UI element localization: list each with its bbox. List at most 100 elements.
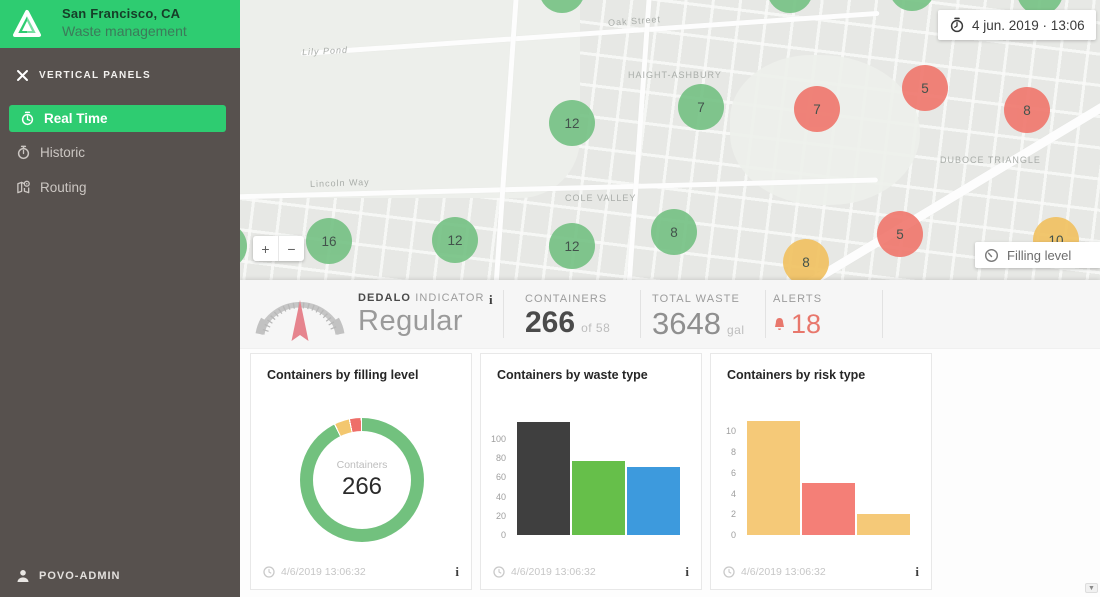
total-waste-label: TOTAL WASTE [652, 293, 740, 305]
card-filling-level: Containers by filling level Containers 2… [250, 353, 472, 590]
bar[interactable] [857, 514, 910, 535]
app-title: Waste management [62, 23, 187, 39]
filling-level-label: Filling level [1007, 247, 1072, 263]
card-risk-type: Containers by risk type 0 2 4 6 8 10 4/6/2019… [710, 353, 932, 590]
bar[interactable] [747, 421, 800, 535]
map-marker-cluster[interactable]: 12 [549, 100, 595, 146]
card-info-icon[interactable]: i [915, 564, 919, 579]
main-area: Lily Pond Oak Street HAIGHT-ASHBURY Lincoln… [240, 0, 1100, 597]
map-marker-cluster[interactable]: 8 [1004, 87, 1050, 133]
realtime-clock-icon [21, 111, 34, 126]
bar-chart[interactable] [747, 417, 913, 535]
map[interactable]: Lily Pond Oak Street HAIGHT-ASHBURY Lincoln… [240, 0, 1100, 280]
map-marker-cluster[interactable] [767, 0, 813, 13]
donut-center: Containers 266 [313, 431, 411, 529]
map-marker-cluster[interactable]: 7 [678, 84, 724, 130]
y-axis-tick: 0 [730, 530, 736, 540]
y-axis-tick: 20 [495, 511, 506, 521]
dedalo-logo-icon [13, 10, 41, 37]
divider [640, 290, 641, 338]
y-axis-tick: 4 [730, 489, 736, 499]
map-marker-cluster[interactable] [889, 0, 935, 11]
y-axis-tick: 0 [500, 530, 506, 540]
indicator-value: Regular [358, 305, 464, 337]
bar[interactable] [517, 422, 570, 535]
stat-containers: CONTAINERS 266 of 58 [525, 293, 610, 340]
gauge-icon [984, 248, 999, 262]
sidebar-item-label: Historic [40, 145, 86, 160]
map-marker-cluster[interactable]: 7 [794, 86, 840, 132]
current-datetime: 4 jun. 2019 · 13:06 [972, 17, 1085, 33]
y-axis-tick: 100 [490, 434, 506, 444]
bar-chart[interactable] [517, 417, 683, 535]
indicator-label: DEDALO INDICATOR [358, 292, 485, 304]
card-title: Containers by waste type [497, 368, 648, 382]
sidebar: San Francisco, CA Waste management VERTI… [0, 0, 240, 597]
sidebar-item-routing[interactable]: Routing [16, 180, 87, 195]
panel-title: VERTICAL PANELS [39, 70, 151, 81]
total-waste-unit: gal [726, 323, 745, 337]
containers-suffix: of 58 [581, 321, 611, 335]
clock-icon [723, 566, 735, 578]
bar[interactable] [572, 461, 625, 535]
divider [765, 290, 766, 338]
map-label: COLE VALLEY [565, 193, 637, 203]
historic-stopwatch-icon [17, 145, 30, 160]
map-marker-cluster[interactable]: 16 [306, 218, 352, 264]
scrollbar-down-button[interactable]: ▼ [1085, 583, 1098, 593]
card-title: Containers by filling level [267, 368, 419, 382]
zoom-in-button[interactable]: + [253, 236, 279, 261]
bell-icon [775, 318, 784, 330]
close-icon[interactable] [16, 69, 29, 82]
clock-icon [950, 17, 964, 33]
card-timestamp: 4/6/2019 13:06:32 [511, 566, 596, 578]
map-marker-cluster[interactable] [539, 0, 585, 13]
sidebar-item-real-time[interactable]: Real Time [9, 105, 226, 132]
card-info-icon[interactable]: i [685, 564, 689, 579]
card-info-icon[interactable]: i [455, 564, 459, 579]
y-axis-tick: 2 [730, 509, 736, 519]
divider [882, 290, 883, 338]
map-marker-cluster[interactable]: 8 [783, 239, 829, 280]
map-label: HAIGHT-ASHBURY [628, 70, 722, 80]
map-label: DUBOCE TRIANGLE [940, 155, 1041, 165]
map-label: Lincoln Way [309, 176, 370, 190]
card-timestamp: 4/6/2019 13:06:32 [281, 566, 366, 578]
user-name: POVO-ADMIN [39, 570, 121, 582]
alerts-label: ALERTS [773, 293, 823, 305]
sidebar-header: San Francisco, CA Waste management [0, 0, 240, 48]
sidebar-item-historic[interactable]: Historic [16, 145, 85, 160]
donut-center-value: 266 [341, 473, 383, 500]
donut-center-label: Containers [336, 459, 388, 471]
y-axis-tick: 60 [495, 472, 506, 482]
map-marker-cluster[interactable]: 5 [902, 65, 948, 111]
map-marker-cluster[interactable]: 8 [651, 209, 697, 255]
containers-label: CONTAINERS [525, 293, 608, 305]
y-axis-tick: 8 [730, 447, 736, 457]
stats-bar: DEDALO INDICATOR Regular i CONTAINERS 26… [240, 280, 1100, 349]
y-axis-tick: 10 [725, 426, 736, 436]
card-timestamp: 4/6/2019 13:06:32 [741, 566, 826, 578]
routing-map-icon [17, 180, 30, 194]
sidebar-item-label: Real Time [44, 111, 108, 126]
map-marker-cluster[interactable]: 5 [877, 211, 923, 257]
total-waste-value: 3648 [652, 306, 721, 341]
donut-chart[interactable]: Containers 266 [300, 418, 424, 542]
alerts-value: 18 [791, 309, 822, 339]
clock-icon [263, 566, 275, 578]
y-axis-tick: 6 [730, 468, 736, 478]
bar[interactable] [802, 483, 855, 535]
map-zoom-control: + − [253, 236, 304, 261]
bar[interactable] [627, 467, 680, 535]
user-icon [17, 570, 29, 582]
divider [503, 290, 504, 338]
map-marker-cluster[interactable]: 12 [549, 223, 595, 269]
map-marker-cluster[interactable] [240, 223, 247, 269]
filling-level-toggle[interactable]: Filling level [975, 242, 1100, 268]
city-title: San Francisco, CA [62, 6, 181, 21]
sidebar-item-label: Routing [40, 180, 87, 195]
indicator-info-icon[interactable]: i [489, 292, 493, 307]
user-menu[interactable]: POVO-ADMIN [16, 569, 121, 583]
zoom-out-button[interactable]: − [287, 240, 296, 257]
map-marker-cluster[interactable]: 12 [432, 217, 478, 263]
